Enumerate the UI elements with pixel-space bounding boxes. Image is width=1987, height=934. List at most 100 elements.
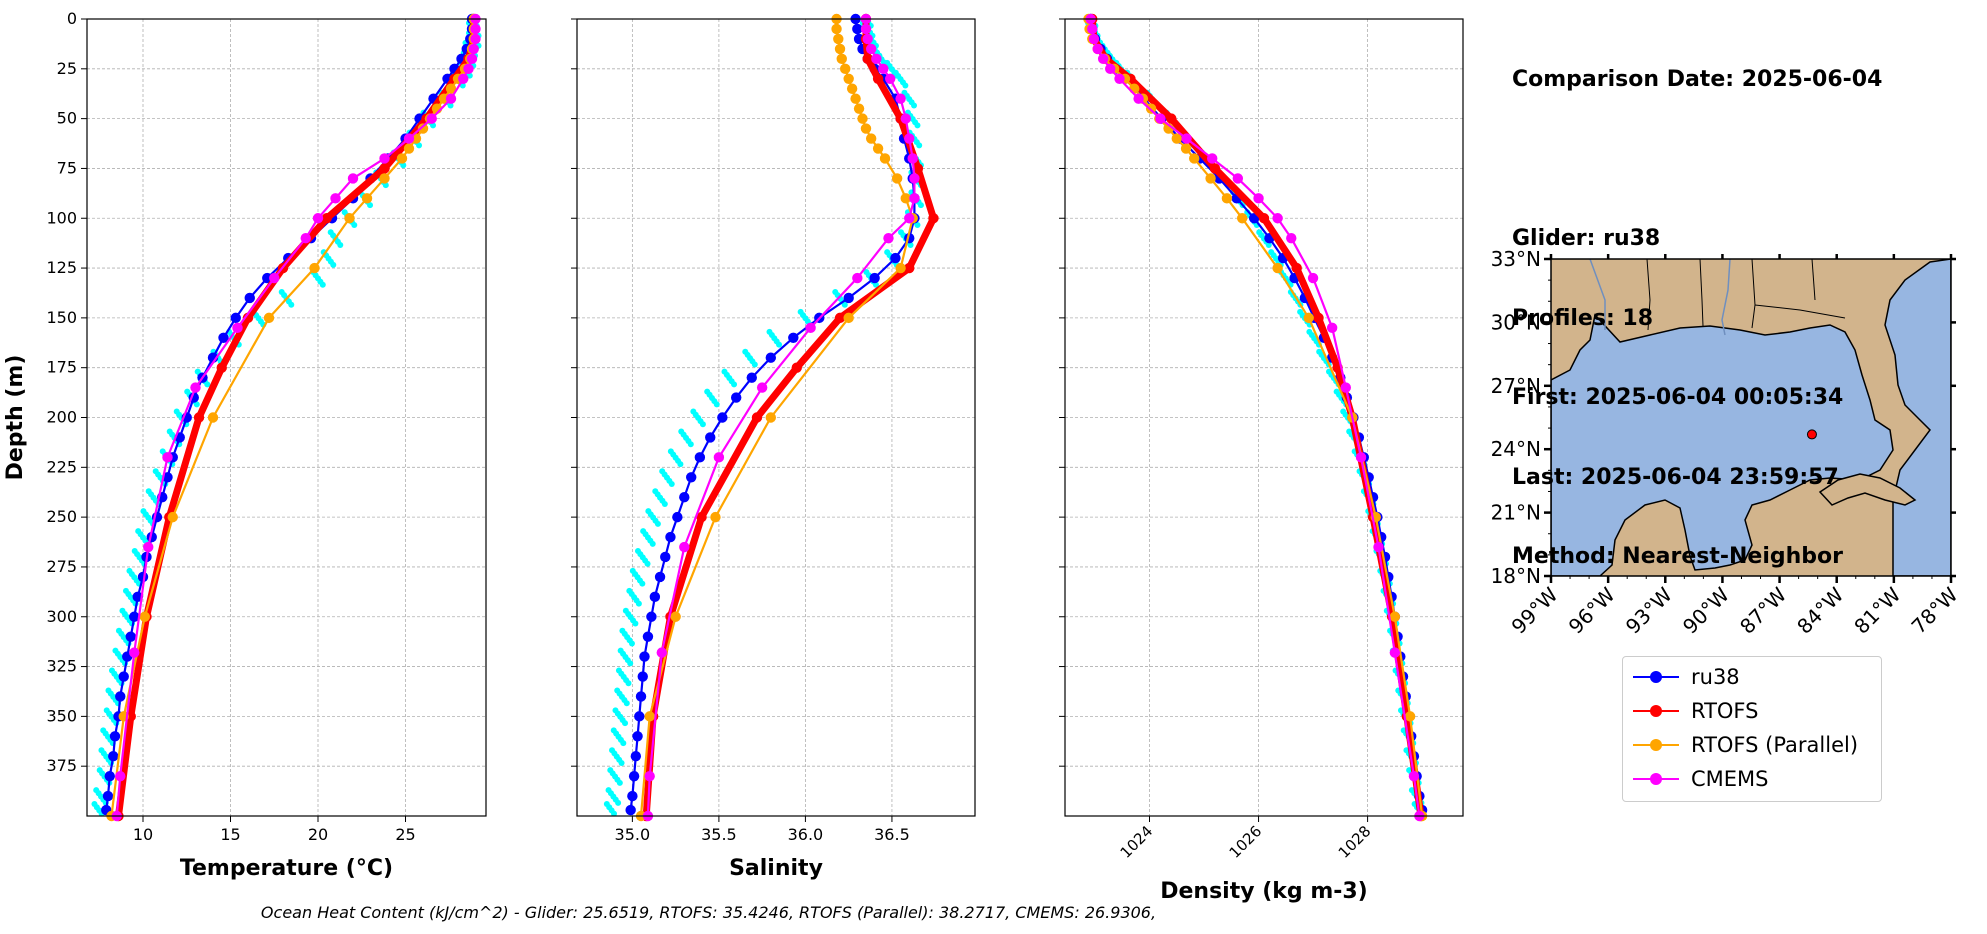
series-point [696,511,707,523]
series-point [713,452,725,463]
series-point [1209,163,1221,174]
series-point [115,770,126,782]
glider-profile-point [635,600,642,607]
series-point [312,213,324,224]
glider-profile-point [668,481,675,488]
series-point [1205,173,1216,184]
y-tick-label: 100 [46,208,77,227]
series-point [167,511,178,523]
series-point [895,262,906,274]
legend-item-rtofs-parallel: RTOFS (Parallel) [1633,730,1858,760]
series-point [834,43,846,55]
glider-profile-point [337,241,344,248]
series-point [860,23,872,35]
series-point [190,382,201,393]
glider-profile-point [367,202,374,209]
y-tick-label: 300 [46,607,77,626]
series-point [1326,322,1338,334]
series-point [649,591,661,603]
series-point [330,193,341,204]
glider-profile-point [204,381,211,388]
series-point [907,153,918,164]
series-point [862,53,873,65]
y-tick-label: 50 [57,109,77,128]
series-point [871,53,882,65]
river-2 [1589,259,1606,330]
map-lat-label: 30°N [1491,310,1541,334]
map-frame [1550,258,1952,577]
series-point [850,93,861,104]
legend-swatch [1633,771,1679,787]
glider-profile-point [618,759,625,766]
series-point [644,770,655,782]
legend-item-cmems: CMEMS [1633,764,1769,794]
series-point [347,173,359,184]
series-point [865,43,877,55]
series-point [1092,43,1103,55]
series-point [379,153,390,164]
profile-panel-1: 10 15 20 2502550751001251501752002252502753… [3,9,487,881]
comparison-date: Comparison Date: 2025-06-04 [1512,67,1883,92]
series-point [909,193,920,204]
series-point [836,53,847,65]
legend-item-rtofs: RTOFS [1633,696,1758,726]
state-border-4 [1754,304,1846,319]
y-tick-label: 150 [46,308,77,327]
glider-profile-point [751,361,758,368]
series-point [679,492,690,503]
series-point [840,63,851,75]
y-tick-label: 275 [46,557,77,576]
series-point [646,611,657,622]
series-point [109,731,121,742]
series-point [309,262,320,274]
series-point [1097,53,1109,65]
glider-profile-point [623,700,630,707]
series-point [746,372,757,383]
series-point [717,412,728,423]
series-point [445,83,457,94]
series-point [1236,213,1248,224]
series-point [625,804,636,816]
series-point [765,412,777,423]
series-point [139,611,150,622]
series-point [115,691,126,702]
legend-label: ru38 [1691,665,1740,689]
series-point [118,671,129,682]
y-tick-label: 75 [57,158,77,177]
series-point [665,531,676,543]
x-tick-label: 20 [308,825,328,844]
y-tick-label: 125 [46,258,77,277]
map-lat-label: 33°N [1491,247,1541,271]
series-point [634,711,645,722]
series-point [834,312,846,324]
series-point [458,73,469,84]
glider-profile-point [330,261,337,268]
axes-frame [86,18,487,817]
last-time: Last: 2025-06-04 23:59:57 [1512,464,1839,490]
map-lat-label: 18°N [1491,564,1541,588]
series-point [865,133,877,144]
state-border-2 [1699,259,1704,327]
series-point [1272,213,1283,224]
series-point [379,163,390,174]
glider-profile-point [713,401,720,408]
series-point [862,33,873,45]
glider-profile-point [914,222,921,229]
profile-panel-2: 35.0 35.5 36.0 36.5 Salinity [571,13,976,881]
legend-label: RTOFS [1691,699,1759,723]
glider-profile-point [288,301,295,308]
series-point [843,292,854,304]
series-point [230,312,241,324]
first-time: First: 2025-06-04 00:05:34 [1512,385,1844,410]
series-point [869,272,880,284]
series-point [1105,63,1116,75]
series-point [1207,153,1218,164]
glider-profile-point [632,620,639,627]
series-point [879,153,891,164]
series-point [900,113,911,124]
y-tick-label: 325 [46,657,77,676]
series-point [860,123,872,134]
series-point [300,232,311,244]
y-tick-label: 350 [46,706,77,725]
